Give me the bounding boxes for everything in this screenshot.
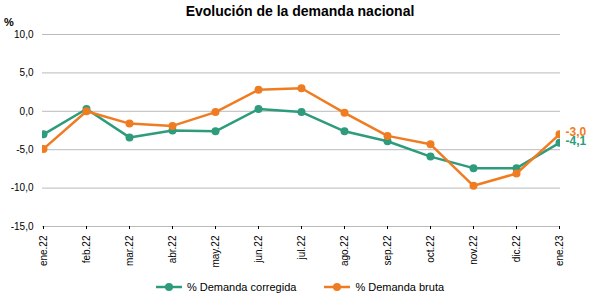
html-text:% Demanda bruta: % Demanda bruta: [355, 281, 445, 293]
html-text:Evolución de la demanda nacion: Evolución de la demanda nacional: [185, 3, 415, 19]
svg-text:oct.22: oct.22: [425, 235, 436, 263]
svg-text:jul.22: jul.22: [296, 235, 307, 260]
svg-text:-15,0: -15,0: [11, 221, 34, 232]
svg-text:nov.22: nov.22: [468, 235, 479, 265]
svg-text:feb.22: feb.22: [81, 235, 92, 263]
svg-text:ene.22: ene.22: [38, 235, 49, 266]
svg-text:-10,0: -10,0: [11, 182, 34, 193]
svg-text:-5,0: -5,0: [16, 144, 34, 155]
svg-text:sep.22: sep.22: [382, 235, 393, 265]
svg-text:5,0: 5,0: [20, 67, 34, 78]
svg-text:-4,1: -4,1: [565, 133, 587, 148]
svg-text:10,0: 10,0: [14, 29, 34, 40]
svg-text:jun.22: jun.22: [253, 235, 264, 264]
svg-text:0,0: 0,0: [20, 106, 34, 117]
svg-text:abr.22: abr.22: [167, 235, 178, 263]
svg-text:ene.23: ene.23: [554, 235, 565, 266]
svg-text:dic.22: dic.22: [511, 235, 522, 262]
svg-text:mar.22: mar.22: [124, 235, 135, 266]
svg-text:may.22: may.22: [210, 235, 221, 267]
html-text:% Demanda corregida: % Demanda corregida: [186, 281, 297, 293]
svg-text:ago.22: ago.22: [339, 235, 350, 266]
svg-text:-3,0: -3,0: [566, 125, 587, 139]
